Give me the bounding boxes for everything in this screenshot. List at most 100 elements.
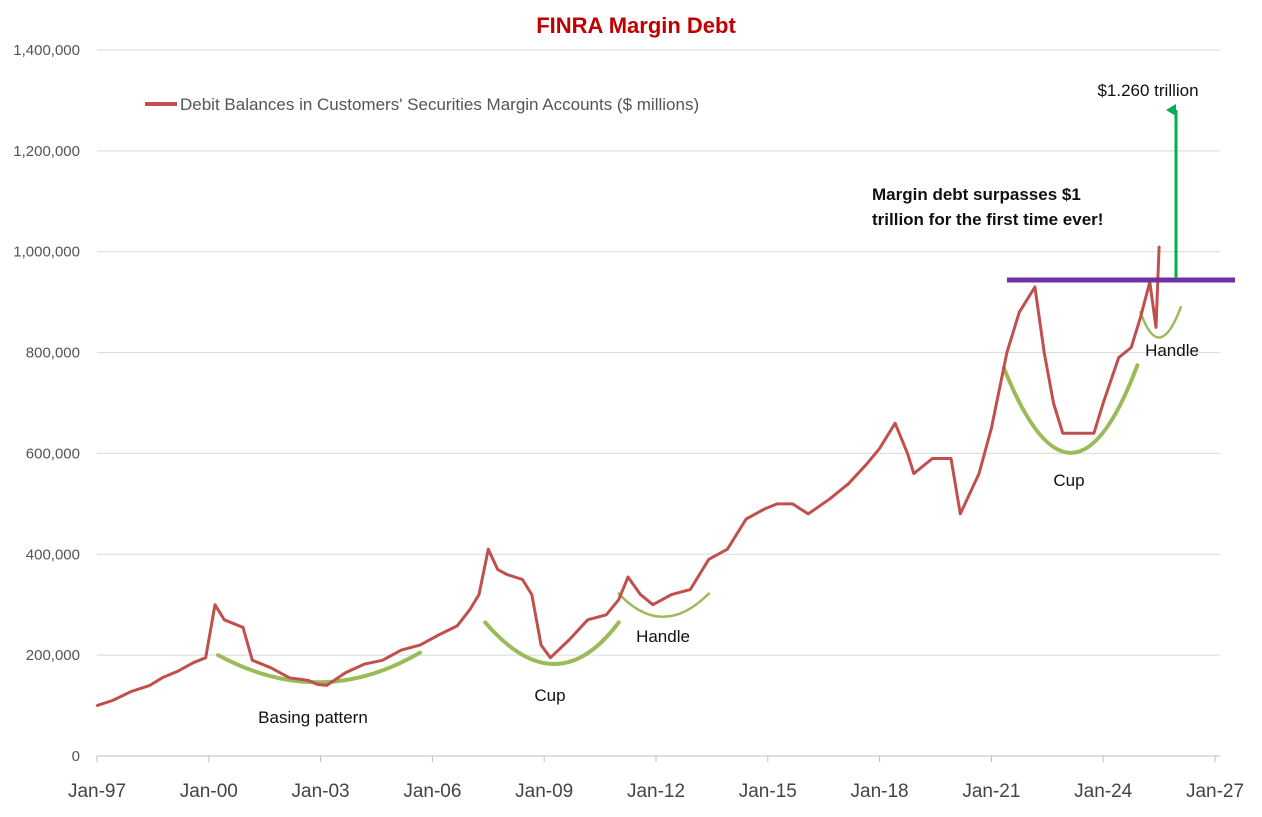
data-point <box>148 684 151 687</box>
data-point <box>775 502 779 506</box>
x-axis: Jan-97 Jan-00 Jan-03 Jan-06 Jan-09 Jan-12 Jan-… <box>68 756 1244 802</box>
data-point <box>344 671 347 674</box>
data-point <box>1018 311 1021 314</box>
data-point <box>530 593 533 596</box>
data-point <box>192 661 195 664</box>
data-point <box>670 593 673 596</box>
data-point <box>325 684 328 687</box>
data-point <box>1139 316 1142 319</box>
data-point <box>828 497 832 500</box>
data-point <box>763 507 766 511</box>
data-point <box>878 447 881 450</box>
series-points <box>95 245 1161 707</box>
data-point <box>362 663 366 666</box>
x-tick-label: Jan-06 <box>403 781 461 802</box>
x-tick-label: Jan-21 <box>962 781 1020 802</box>
data-point <box>204 656 207 659</box>
data-point <box>437 633 440 637</box>
data-point <box>161 676 164 679</box>
data-point <box>1080 432 1083 435</box>
data-point <box>1052 401 1055 405</box>
y-tick-label: 600,000 <box>26 445 80 462</box>
data-point <box>744 517 748 521</box>
data-point <box>213 603 217 606</box>
annotation-basing-pattern: Basing pattern <box>258 708 368 727</box>
data-point <box>521 578 524 581</box>
y-tick-label: 200,000 <box>26 647 80 664</box>
data-point <box>1005 351 1009 354</box>
y-tick-label: 1,400,000 <box>13 42 80 59</box>
data-point <box>288 676 291 679</box>
y-tick-label: 0 <box>72 748 80 765</box>
annotation-cup-2: Cup <box>1053 471 1084 490</box>
data-point <box>791 502 794 506</box>
data-point <box>505 573 509 576</box>
data-point <box>477 593 481 596</box>
data-point <box>567 638 571 642</box>
data-point <box>626 575 630 579</box>
arc-cup-1 <box>483 620 621 666</box>
data-point <box>456 624 459 628</box>
annotation-trillion-label: $1.260 trillion <box>1097 81 1198 100</box>
data-point <box>847 482 850 485</box>
data-point <box>1070 432 1074 435</box>
chart-title: FINRA Margin Debt <box>536 13 736 38</box>
data-point <box>726 548 729 551</box>
data-point <box>586 618 589 621</box>
data-point <box>949 457 953 460</box>
data-point <box>307 679 310 682</box>
data-point <box>1061 432 1065 435</box>
annotation-surpasses-line2: trillion for the first time ever! <box>872 210 1103 229</box>
data-point <box>130 690 133 693</box>
data-point <box>418 643 422 647</box>
data-point <box>1117 356 1120 359</box>
data-point <box>95 704 99 707</box>
data-point <box>1092 432 1096 435</box>
x-tick-label: Jan-27 <box>1186 781 1244 802</box>
data-point <box>617 598 620 601</box>
x-tick-label: Jan-15 <box>739 781 797 802</box>
data-point <box>316 683 319 686</box>
data-point <box>487 548 490 551</box>
x-tick-label: Jan-03 <box>292 781 350 802</box>
data-point <box>1130 346 1133 349</box>
annotation-cup-1: Cup <box>534 686 565 705</box>
data-point <box>549 656 552 659</box>
data-point <box>605 613 608 616</box>
grid-lines <box>97 49 1220 757</box>
data-point <box>468 608 471 611</box>
data-point <box>866 462 869 465</box>
data-point <box>539 643 543 647</box>
arc-basing-pattern <box>216 650 422 685</box>
data-point <box>223 618 226 621</box>
data-point <box>1102 401 1105 405</box>
data-point <box>639 593 642 596</box>
legend: Debit Balances in Customers' Securities … <box>145 95 699 114</box>
data-point <box>1154 326 1158 329</box>
data-point <box>906 452 909 455</box>
data-point <box>959 512 962 516</box>
x-tick-label: Jan-18 <box>851 781 909 802</box>
data-point <box>400 648 403 652</box>
data-point <box>269 666 273 669</box>
data-point <box>241 626 245 629</box>
data-point <box>707 558 710 561</box>
data-point <box>1043 351 1046 354</box>
arc-handle-2 <box>1139 305 1183 339</box>
data-point <box>1033 285 1037 289</box>
x-tick-label: Jan-00 <box>180 781 238 802</box>
y-tick-label: 400,000 <box>26 546 80 563</box>
data-point <box>689 588 692 591</box>
data-point <box>176 670 179 673</box>
annotation-surpasses-line1: Margin debt surpasses $1 <box>872 185 1081 204</box>
y-axis-ticks: 0 200,000 400,000 600,000 800,000 1,000,000 1,… <box>13 42 80 765</box>
x-tick-label: Jan-12 <box>627 781 685 802</box>
y-tick-label: 800,000 <box>26 345 80 362</box>
data-point <box>912 472 915 475</box>
y-tick-label: 1,200,000 <box>13 143 80 160</box>
arc-cup-2 <box>1001 363 1140 455</box>
x-tick-label: Jan-24 <box>1074 781 1133 802</box>
annotation-handle-2: Handle <box>1145 341 1199 360</box>
pattern-arcs <box>216 305 1183 685</box>
